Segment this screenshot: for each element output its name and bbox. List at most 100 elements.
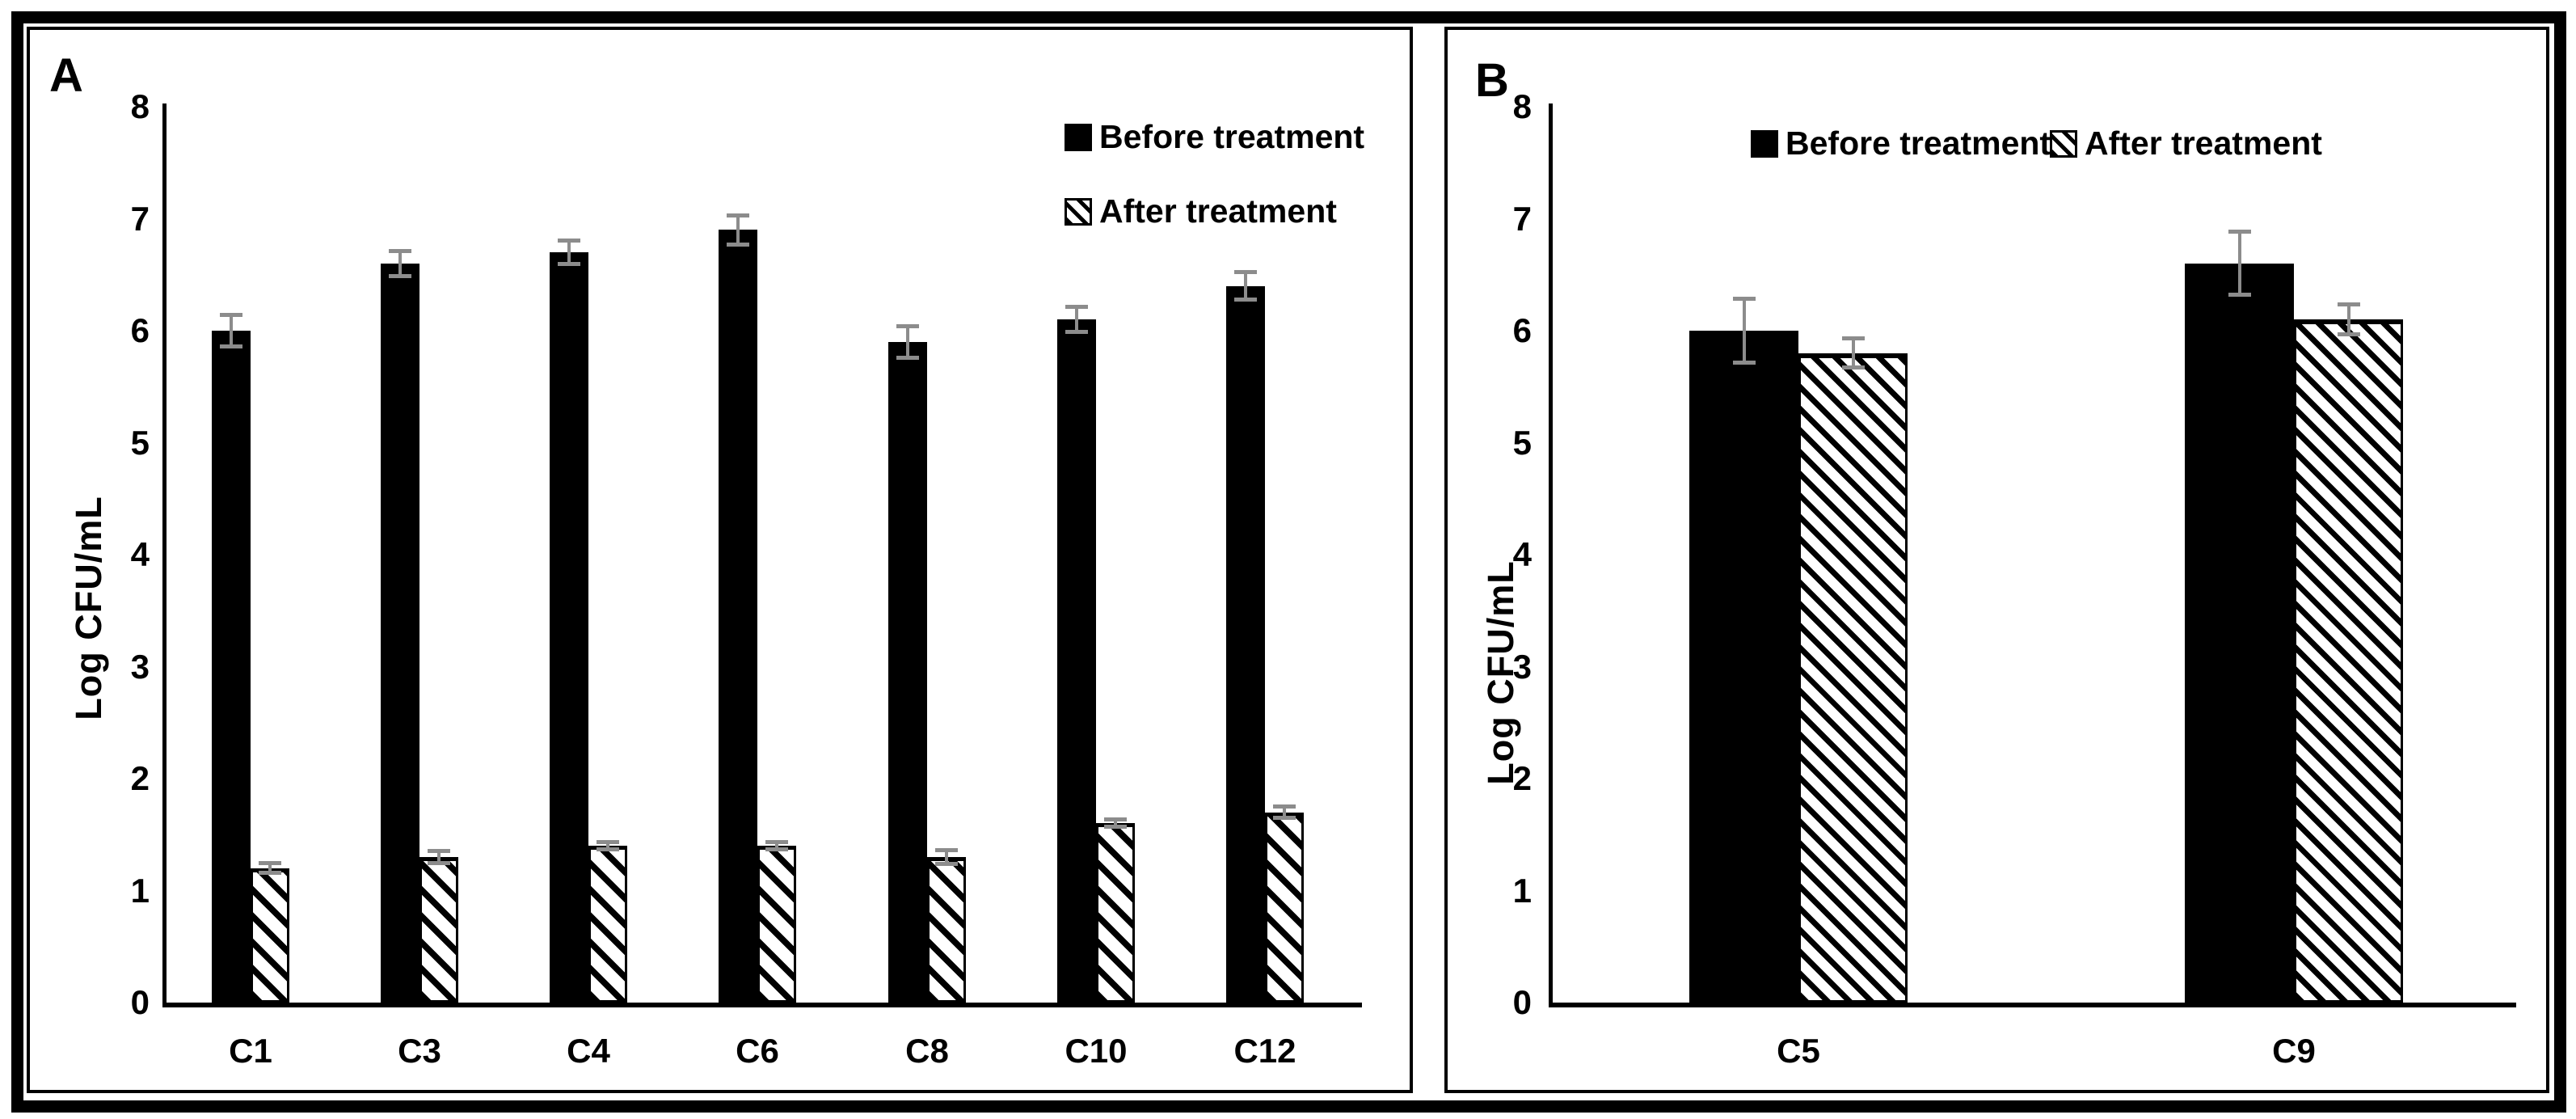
bar-after-C1 — [251, 868, 289, 1003]
y-tick-label: 4 — [130, 535, 150, 573]
x-category-label-C6: C6 — [736, 1032, 779, 1070]
error-bar-line — [1742, 297, 1746, 365]
legend-solid-swatch-icon — [1751, 129, 1778, 158]
error-bar-cap-bottom — [727, 243, 749, 247]
error-bar-after-C3 — [428, 849, 450, 865]
error-bar-cap-bottom — [1104, 825, 1127, 830]
bar-before-C4 — [550, 252, 588, 1003]
y-tick-label: 3 — [130, 647, 150, 686]
error-bar-cap-top — [1732, 297, 1756, 302]
error-bar-before-C5 — [1732, 297, 1756, 365]
x-category-label-C4: C4 — [567, 1032, 610, 1070]
error-bar-cap-bottom — [1234, 297, 1257, 302]
error-bar-cap-top — [597, 840, 619, 845]
error-bar-cap-bottom — [597, 847, 619, 852]
error-bar-line — [775, 840, 778, 852]
legend-solid-swatch-icon — [1065, 123, 1092, 151]
y-tick-label: 4 — [1512, 535, 1532, 573]
bar-before-C9 — [2185, 263, 2294, 1003]
error-bar-cap-bottom — [2228, 293, 2251, 298]
error-bar-line — [230, 312, 233, 349]
x-category-label-C9: C9 — [2272, 1032, 2316, 1070]
y-tick-label: 7 — [130, 199, 150, 238]
x-axis-line — [162, 1003, 1362, 1007]
error-bar-cap-top — [1234, 270, 1257, 275]
x-category-label-C10: C10 — [1065, 1032, 1128, 1070]
error-bar-cap-bottom — [765, 847, 788, 852]
bar-before-C5 — [1689, 331, 1798, 1003]
error-bar-cap-bottom — [1273, 816, 1296, 821]
y-tick-label: 3 — [1512, 647, 1532, 686]
error-bar-line — [398, 248, 402, 278]
error-bar-cap-top — [935, 847, 958, 852]
error-bar-after-C6 — [765, 840, 788, 852]
legend-item-before-treatment: Before treatment — [1065, 120, 1364, 154]
error-bar-after-C12 — [1273, 804, 1296, 821]
y-axis-title: Log CFU/mL — [68, 496, 109, 720]
y-tick-label: 5 — [1512, 423, 1532, 462]
y-tick-label: 0 — [1512, 983, 1532, 1021]
bar-before-C8 — [888, 341, 927, 1003]
y-tick-label: 1 — [1512, 871, 1532, 910]
error-bar-line — [1851, 336, 1855, 370]
bar-after-C8 — [927, 856, 966, 1003]
legend-label: After treatment — [2085, 125, 2322, 162]
panel-letter-A: A — [49, 49, 83, 102]
bar-before-C10 — [1057, 319, 1096, 1003]
x-category-label-C8: C8 — [905, 1032, 949, 1070]
error-bar-cap-top — [1273, 804, 1296, 809]
bar-after-C4 — [588, 846, 627, 1003]
y-axis-line — [1549, 103, 1553, 1007]
error-bar-cap-bottom — [428, 860, 450, 865]
error-bar-line — [1114, 817, 1117, 830]
error-bar-line — [1075, 305, 1078, 335]
error-bar-line — [1283, 804, 1286, 821]
legend-hatch-swatch-icon — [1065, 197, 1092, 226]
error-bar-cap-bottom — [259, 871, 281, 876]
error-bar-cap-top — [2337, 302, 2360, 307]
bar-after-C9 — [2294, 319, 2403, 1003]
error-bar-before-C12 — [1234, 270, 1257, 302]
error-bar-after-C1 — [259, 861, 281, 876]
error-bar-cap-top — [1841, 336, 1865, 340]
y-tick-label: 6 — [1512, 311, 1532, 349]
error-bar-cap-bottom — [935, 862, 958, 867]
error-bar-cap-bottom — [220, 344, 242, 349]
error-bar-cap-bottom — [1732, 360, 1756, 365]
error-bar-cap-top — [389, 248, 411, 253]
error-bar-cap-top — [259, 861, 281, 866]
y-tick-label: 0 — [130, 983, 150, 1021]
error-bar-after-C10 — [1104, 817, 1127, 830]
error-bar-line — [437, 849, 441, 865]
y-axis-line — [162, 103, 167, 1007]
y-tick-label: 6 — [130, 311, 150, 349]
error-bar-line — [268, 861, 272, 876]
x-category-label-C12: C12 — [1233, 1032, 1296, 1070]
error-bar-cap-bottom — [896, 356, 919, 360]
error-bar-after-C5 — [1841, 336, 1865, 370]
y-tick-label: 1 — [130, 871, 150, 910]
error-bar-line — [906, 323, 909, 360]
error-bar-cap-top — [1065, 305, 1088, 310]
error-bar-cap-bottom — [1841, 365, 1865, 370]
legend-hatch-swatch-icon — [2050, 129, 2077, 158]
error-bar-cap-top — [765, 840, 788, 845]
error-bar-before-C3 — [389, 248, 411, 278]
error-bar-cap-top — [428, 849, 450, 854]
error-bar-line — [567, 239, 571, 266]
error-bar-cap-bottom — [558, 261, 580, 266]
error-bar-before-C1 — [220, 312, 242, 349]
y-tick-label: 8 — [1512, 87, 1532, 125]
error-bar-line — [606, 840, 609, 852]
panel-A: A 0 1 2 3 4 5 6 7 8 Log CFU/mL C1 C3 C4 C6 C8 C10 C12 Bef… — [27, 27, 1413, 1093]
error-bar-cap-top — [896, 323, 919, 328]
error-bar-after-C9 — [2337, 302, 2360, 336]
bar-after-C5 — [1798, 353, 1908, 1003]
error-bar-cap-top — [220, 312, 242, 317]
legend-label: After treatment — [1099, 192, 1337, 230]
bar-before-C6 — [719, 230, 757, 1003]
x-category-label-C3: C3 — [398, 1032, 441, 1070]
panel-B: B 0 1 2 3 4 5 6 7 8 Log CFU/mL C5 C9 Before treatmen… — [1444, 27, 2549, 1093]
error-bar-before-C10 — [1065, 305, 1088, 335]
